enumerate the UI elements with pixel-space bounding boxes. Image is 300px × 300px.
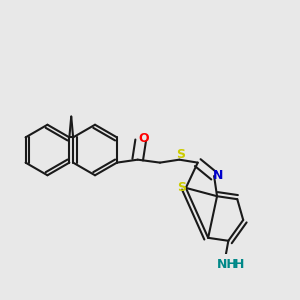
Text: S: S (177, 182, 186, 194)
Text: H: H (234, 258, 244, 271)
Text: S: S (176, 148, 185, 161)
Text: N: N (212, 169, 223, 182)
Text: O: O (138, 132, 149, 146)
Text: NH: NH (217, 258, 237, 271)
